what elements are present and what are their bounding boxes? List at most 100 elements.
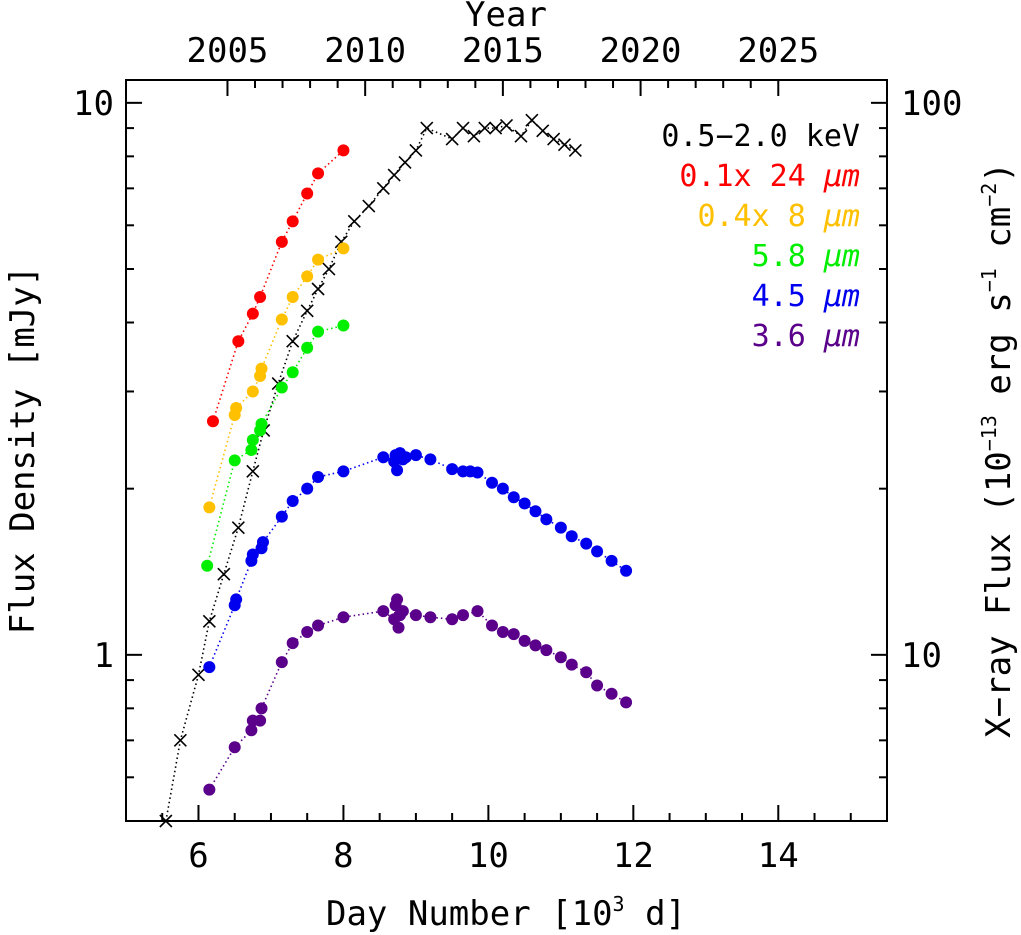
data-point [246,385,259,398]
series-4-5-m [203,447,633,674]
data-point [275,656,288,669]
data-point [206,415,219,428]
data-point [286,494,299,507]
data-point [557,138,572,152]
x-tick-label: 12 [613,836,654,876]
data-point [591,679,604,692]
data-point [159,814,173,828]
data-point [322,262,336,276]
ticks-group [125,80,888,822]
data-point [254,714,267,727]
data-point [300,304,314,318]
data-point [580,666,593,679]
top-tick-label: 2020 [600,31,682,71]
data-point [246,307,259,320]
series-line [208,450,627,668]
x-axis-title: Day Number [103 d] [326,892,686,934]
data-point [301,482,314,495]
data-point [554,651,567,664]
data-point [275,510,288,523]
data-point [312,619,325,632]
y2-tick-label: 100 [901,84,962,124]
data-point [347,214,361,228]
data-point [191,668,206,682]
x-tick-label: 6 [188,836,208,876]
data-point [507,628,520,641]
data-point [605,687,618,700]
data-point [467,129,481,143]
series-line [165,118,576,822]
data-point [554,521,567,534]
data-point [246,464,260,478]
data-point [246,548,259,561]
data-point [255,417,268,430]
data-point [337,465,350,478]
data-point [420,121,434,135]
data-point [311,282,325,296]
data-point [203,661,216,674]
data-point [396,605,409,618]
data-point [377,605,390,618]
series-line [212,149,344,422]
data-point [399,451,412,464]
data-point [409,609,422,622]
series-0-5-2-0-kev [159,113,582,828]
data-point [255,362,268,375]
data-point [312,167,325,180]
data-point [203,501,216,514]
data-point [337,611,350,624]
series-5-8-m [201,319,350,572]
data-point [529,505,542,518]
data-point [228,741,241,754]
data-point [409,143,423,157]
data-point [275,235,288,248]
data-point [201,559,214,572]
series-0-4x-8-m [203,242,350,514]
data-point [486,476,499,489]
plot-frame [125,79,888,822]
data-point [337,319,350,332]
legend: 0.5−2.0 keV 0.1x 24 μm 0.4x 8 μm 5.8 μm 4.5 … [661,119,860,354]
series-line [206,324,344,567]
x-tick-label: 10 [468,836,509,876]
data-point [286,290,299,303]
legend-entry: 5.8 μm [752,239,860,274]
top-tick-label: 2015 [462,31,544,71]
data-point [540,513,553,526]
data-point [286,366,299,379]
data-point [565,530,578,543]
data-point [286,215,299,228]
data-point [540,644,553,657]
top-tick-label: 2010 [324,31,406,71]
data-point [202,614,216,628]
data-point [173,733,187,747]
data-point [275,381,288,394]
data-point [275,313,288,326]
data-point [337,242,350,255]
data-point [337,144,350,157]
data-point [377,451,390,464]
data-point [424,611,437,624]
data-point [362,199,376,213]
data-point [232,335,245,348]
top-tick-label: 2005 [187,31,269,71]
y-tick-label: 10 [73,84,114,124]
data-point [529,639,542,652]
data-point [301,187,314,200]
data-point [514,129,528,143]
y-tick-label: 1 [94,636,114,676]
data-point [301,341,314,354]
data-point [478,121,492,135]
data-point [256,536,269,549]
data-point [424,453,437,466]
series-line [208,599,627,791]
data-point [254,290,267,303]
data-point [246,434,259,447]
data-point [231,521,245,535]
data-point [486,619,499,632]
data-point [301,270,314,283]
data-point [525,113,539,127]
tick-labels-group: 6 8 10 12 14 2005 2010 2015 2020 2025 1 10 10 100 [73,31,962,876]
legend-entry: 4.5 μm [752,279,860,314]
